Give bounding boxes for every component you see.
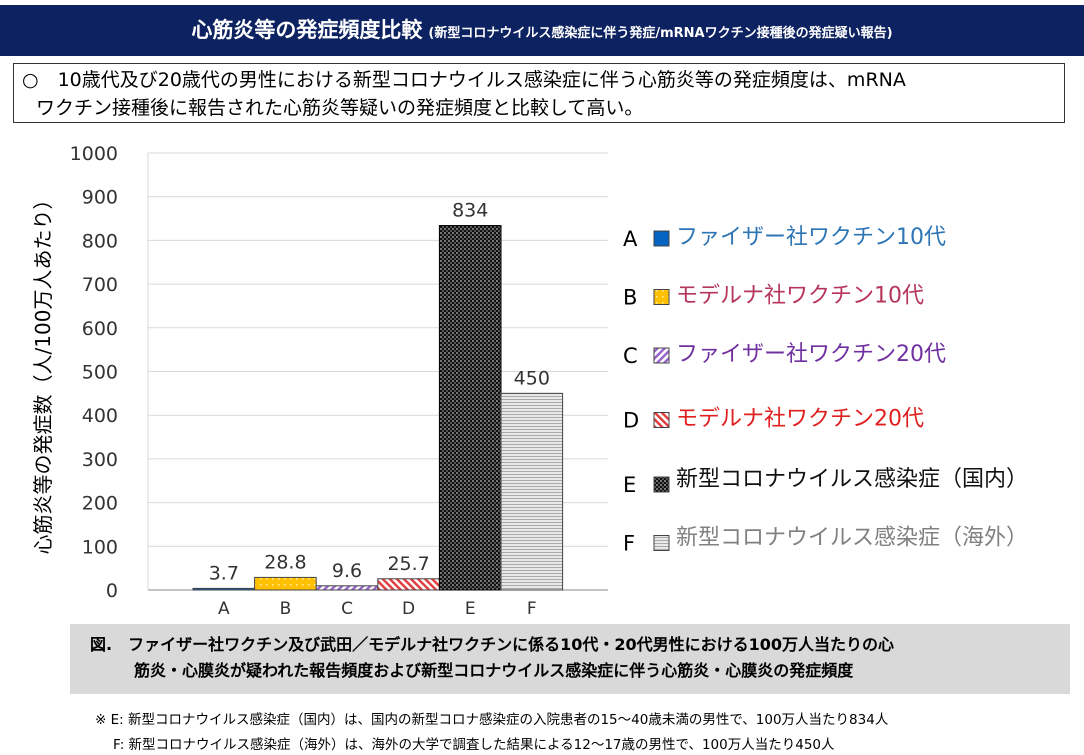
data-label: 3.7 — [209, 562, 239, 584]
legend-label: ファイザー社ワクチン10代 — [676, 225, 946, 250]
legend-swatch — [653, 412, 670, 428]
page-subtitle: (新型コロナウイルス感染症に伴う発症/mRNAワクチン接種後の発症疑い報告) — [428, 26, 893, 41]
note-line-2: F: 新型コロナウイルス感染症（海外）は、海外の大学で調査した結果による12～1… — [113, 737, 835, 753]
caption-line-1: 図. ファイザー社ワクチン及び武田／モデルナ社ワクチンに係る10代・20代男性に… — [90, 635, 895, 654]
legend-swatch — [653, 535, 670, 551]
summary-box: ○ 10歳代及び20歳代の男性における新型コロナウイルス感染症に伴う心筋炎等の発… — [13, 63, 1065, 123]
bar-F — [500, 392, 564, 591]
y-tick-label: 500 — [82, 362, 118, 384]
summary-line-1: ○ 10歳代及び20歳代の男性における新型コロナウイルス感染症に伴う心筋炎等の発… — [22, 69, 906, 91]
legend-label: 新型コロナウイルス感染症（海外） — [676, 526, 1028, 551]
x-tick-label: B — [280, 599, 292, 619]
legend-label: 新型コロナウイルス感染症（国内） — [676, 467, 1028, 492]
bar-B — [254, 576, 317, 591]
legend-label: モデルナ社ワクチン10代 — [676, 284, 924, 309]
legend-key: A — [623, 227, 638, 251]
bar-D — [377, 578, 440, 591]
bar-C — [315, 585, 379, 591]
legend-swatch — [653, 476, 670, 493]
figure-caption: 図. ファイザー社ワクチン及び武田／モデルナ社ワクチンに係る10代・20代男性に… — [70, 624, 1070, 694]
x-tick-label: D — [402, 599, 415, 619]
data-label: 28.8 — [264, 551, 306, 573]
x-tick-label: A — [218, 599, 230, 619]
y-tick-label: 0 — [106, 580, 118, 602]
y-tick-label: 800 — [82, 230, 118, 252]
legend-swatch — [653, 347, 670, 364]
y-tick-label: 900 — [82, 187, 118, 209]
bar-E — [438, 225, 502, 591]
y-tick-label: 400 — [82, 405, 118, 427]
x-tick-label: F — [527, 599, 537, 619]
legend-key: B — [623, 286, 637, 310]
bar-chart: 0 100 200 300 400 500 600 700 800 900 1000 3.7 A 28.8… — [31, 143, 1028, 619]
legend-label: ファイザー社ワクチン20代 — [676, 342, 946, 367]
data-label: 450 — [514, 367, 550, 389]
data-label: 9.6 — [332, 560, 362, 582]
y-axis-label: 心筋炎等の発症数（人/100万人あたり） — [31, 190, 55, 555]
legend-swatch — [653, 230, 670, 247]
legend-key: E — [623, 473, 636, 497]
data-label: 834 — [452, 200, 488, 222]
y-tick-label: 200 — [82, 493, 118, 515]
x-tick-label: C — [341, 599, 353, 619]
y-tick-label: 1000 — [70, 143, 118, 165]
legend-key: F — [623, 532, 635, 556]
legend-label: モデルナ社ワクチン20代 — [676, 407, 924, 432]
y-tick-label: 700 — [82, 274, 118, 296]
y-tick-label: 600 — [82, 318, 118, 340]
legend-swatch — [653, 289, 670, 305]
title-banner: 心筋炎等の発症頻度比較 (新型コロナウイルス感染症に伴う発症/mRNAワクチン接種… — [0, 5, 1084, 56]
legend-key: C — [623, 344, 638, 368]
note-line-1: ※ E: 新型コロナウイルス感染症（国内）は、国内の新型コロナ感染症の入院患者の… — [95, 712, 889, 728]
bar-A — [192, 587, 256, 591]
y-tick-label: 300 — [82, 449, 118, 471]
data-label: 25.7 — [387, 553, 429, 575]
page-title: 心筋炎等の発症頻度比較 — [191, 18, 423, 42]
caption-line-2: 筋炎・心膜炎が疑われた報告頻度および新型コロナウイルス感染症に伴う心筋炎・心膜炎… — [134, 661, 854, 680]
legend-key: D — [623, 409, 639, 433]
y-tick-label: 100 — [82, 536, 118, 558]
summary-line-2: ワクチン接種後に報告された心筋炎等疑いの発症頻度と比較して高い。 — [36, 97, 644, 119]
x-tick-label: E — [465, 599, 476, 619]
